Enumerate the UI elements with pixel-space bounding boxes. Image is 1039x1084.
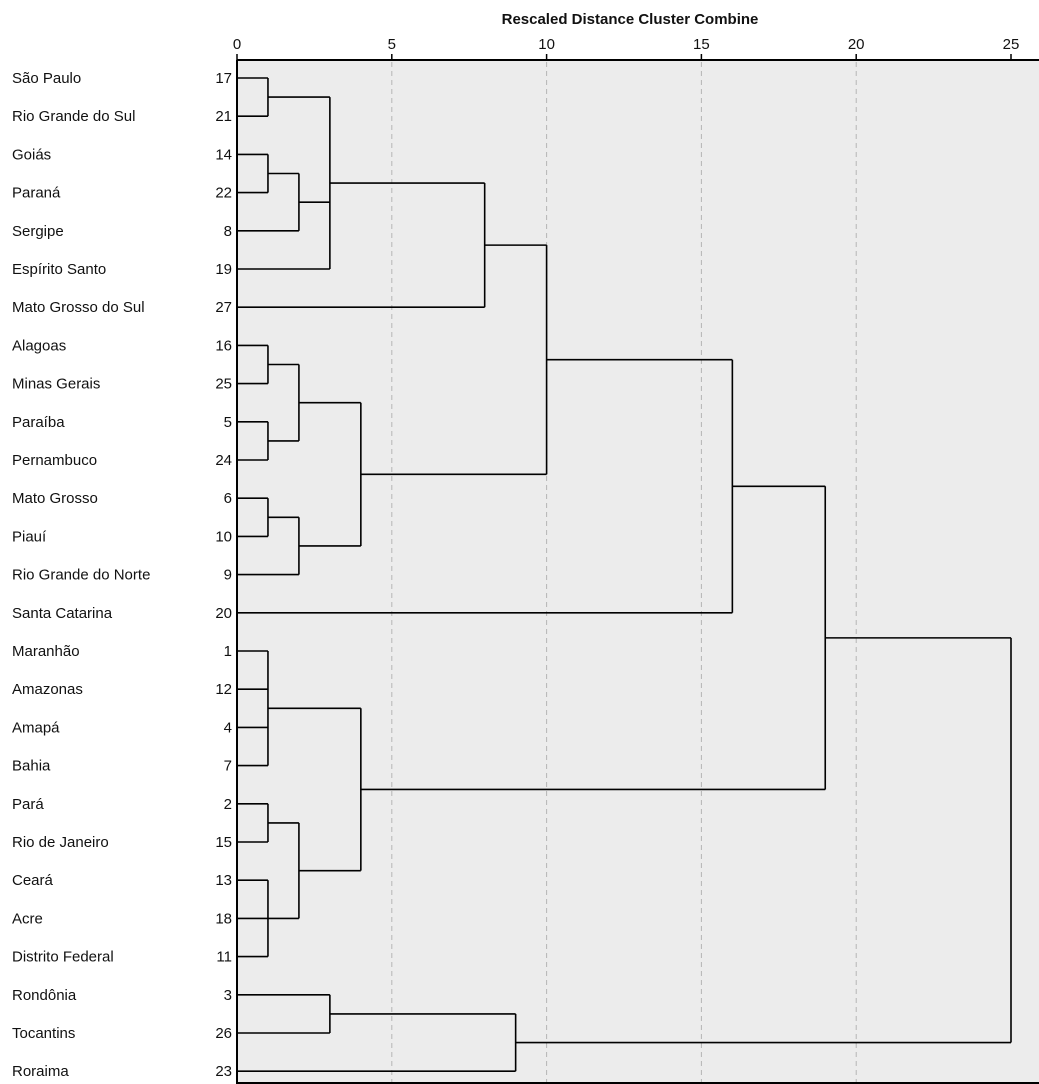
leaf-id: 21 [215, 108, 232, 125]
leaf-label: Rondônia [12, 987, 77, 1004]
leaf-id: 6 [224, 490, 232, 507]
leaf-id: 18 [215, 910, 232, 927]
leaf-label: Amapá [12, 719, 60, 736]
leaf-id: 23 [215, 1063, 232, 1080]
x-tick-label: 15 [693, 36, 710, 53]
leaf-id: 20 [215, 605, 232, 622]
leaf-label: Minas Gerais [12, 376, 100, 393]
leaf-label: Sergipe [12, 223, 64, 240]
leaf-label: Ceará [12, 872, 54, 889]
leaf-label: Rio Grande do Sul [12, 108, 135, 125]
x-tick-label: 20 [848, 36, 865, 53]
leaf-id: 1 [224, 643, 232, 660]
leaf-label: Paraíba [12, 414, 65, 431]
leaf-id: 12 [215, 681, 232, 698]
leaf-id: 8 [224, 223, 232, 240]
leaf-label: Alagoas [12, 337, 66, 354]
leaf-id: 10 [215, 528, 232, 545]
leaf-id: 27 [215, 299, 232, 316]
leaf-id: 16 [215, 337, 232, 354]
leaf-id: 22 [215, 185, 232, 202]
plot-area-background [237, 60, 1039, 1084]
x-tick-label: 25 [1003, 36, 1020, 53]
leaf-id: 15 [215, 834, 232, 851]
leaf-id: 24 [215, 452, 232, 469]
leaf-label: Pará [12, 796, 44, 813]
leaf-label: Santa Catarina [12, 605, 113, 622]
leaf-label: Pernambuco [12, 452, 97, 469]
leaf-label: Mato Grosso do Sul [12, 299, 145, 316]
chart-title: Rescaled Distance Cluster Combine [502, 11, 759, 28]
leaf-label: Roraima [12, 1063, 69, 1080]
leaf-id: 2 [224, 796, 232, 813]
leaf-label: Acre [12, 910, 43, 927]
leaf-id: 26 [215, 1025, 232, 1042]
leaf-label: Paraná [12, 185, 61, 202]
x-tick-label: 5 [388, 36, 396, 53]
leaf-label: Maranhão [12, 643, 80, 660]
leaf-label: Mato Grosso [12, 490, 98, 507]
leaf-label: Piauí [12, 528, 47, 545]
leaf-id: 5 [224, 414, 232, 431]
x-tick-label: 10 [538, 36, 555, 53]
leaf-label: Distrito Federal [12, 949, 114, 966]
leaf-id: 3 [224, 987, 232, 1004]
leaf-id: 19 [215, 261, 232, 278]
leaf-label: Rio Grande do Norte [12, 567, 150, 584]
leaf-id: 7 [224, 758, 232, 775]
x-tick-label: 0 [233, 36, 241, 53]
leaf-label: Tocantins [12, 1025, 75, 1042]
leaf-label: Espírito Santo [12, 261, 106, 278]
leaf-label: Goiás [12, 146, 51, 163]
leaf-label: Amazonas [12, 681, 83, 698]
leaf-label: São Paulo [12, 70, 81, 87]
leaf-label: Rio de Janeiro [12, 834, 109, 851]
leaf-id: 14 [215, 146, 232, 163]
leaf-id: 17 [215, 70, 232, 87]
leaf-id: 11 [216, 949, 232, 966]
leaf-id: 9 [224, 567, 232, 584]
leaf-id: 13 [215, 872, 232, 889]
leaf-id: 25 [215, 376, 232, 393]
leaf-id: 4 [224, 719, 232, 736]
leaf-label: Bahia [12, 758, 51, 775]
